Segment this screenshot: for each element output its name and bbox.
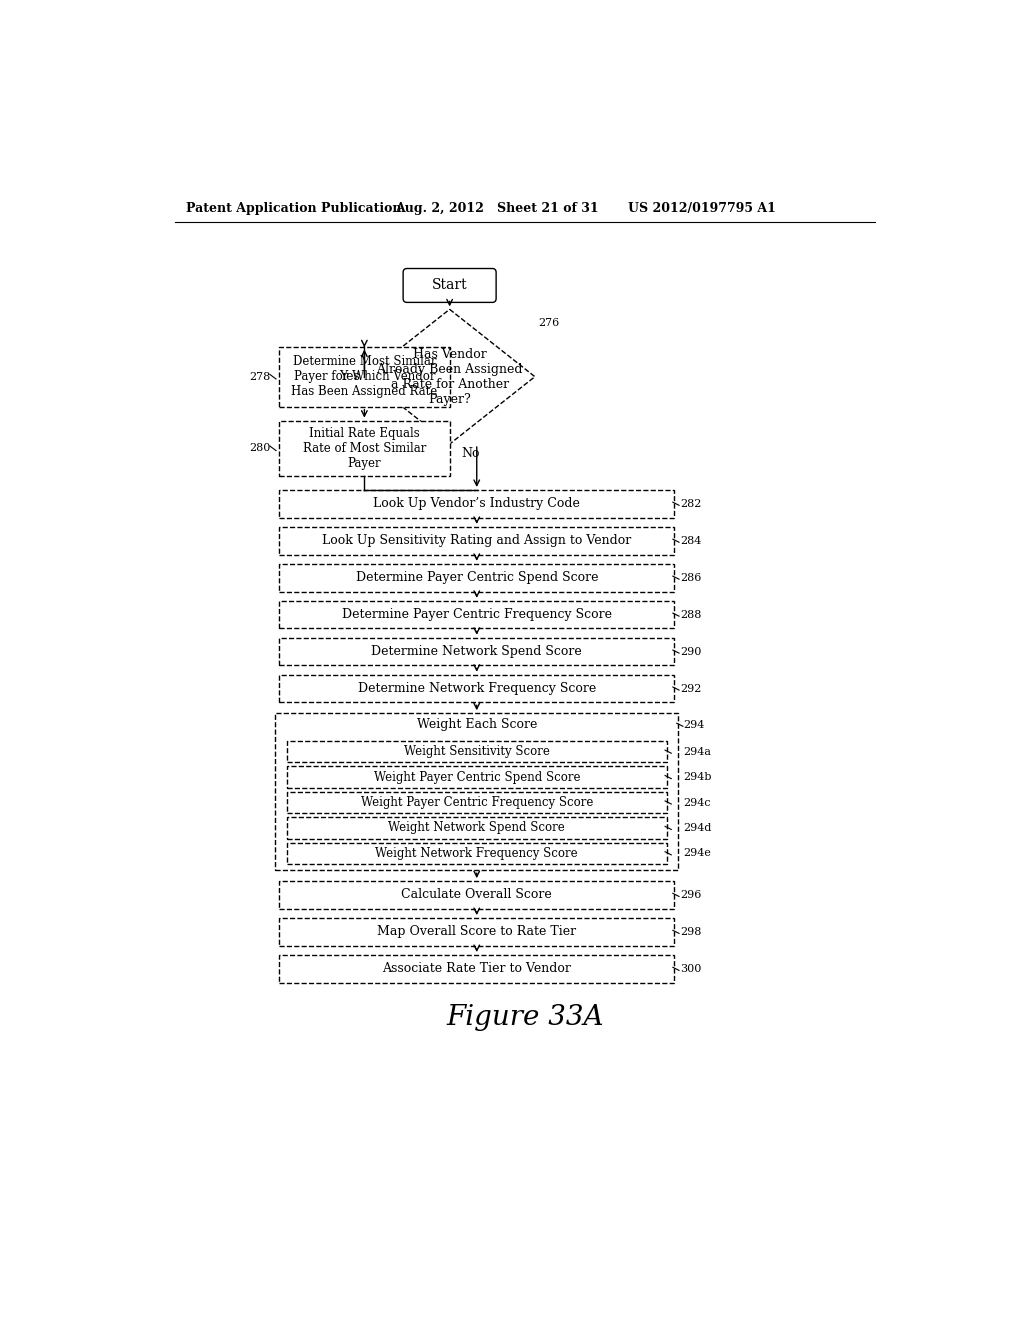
Text: Look Up Sensitivity Rating and Assign to Vendor: Look Up Sensitivity Rating and Assign to…: [323, 535, 632, 548]
Text: Weight Sensitivity Score: Weight Sensitivity Score: [403, 746, 550, 758]
Bar: [280, 490, 675, 517]
Text: Patent Application Publication: Patent Application Publication: [186, 202, 401, 215]
Bar: [280, 601, 675, 628]
Text: 290: 290: [680, 647, 701, 656]
Text: Determine Most Similar
Payer for Which Vendor
Has Been Assigned Rate: Determine Most Similar Payer for Which V…: [291, 355, 437, 399]
Text: Start: Start: [432, 279, 467, 293]
Text: 286: 286: [680, 573, 701, 582]
Bar: [280, 954, 675, 982]
Bar: [275, 713, 678, 870]
Bar: [287, 767, 667, 788]
Text: 284: 284: [680, 536, 701, 545]
Text: Determine Payer Centric Frequency Score: Determine Payer Centric Frequency Score: [342, 609, 611, 622]
FancyBboxPatch shape: [403, 268, 496, 302]
Text: Weight Each Score: Weight Each Score: [417, 718, 537, 731]
Bar: [280, 917, 675, 945]
Text: 300: 300: [680, 964, 701, 974]
Text: US 2012/0197795 A1: US 2012/0197795 A1: [628, 202, 776, 215]
Bar: [280, 564, 675, 591]
Text: Weight Payer Centric Spend Score: Weight Payer Centric Spend Score: [374, 771, 580, 784]
Text: Determine Network Spend Score: Determine Network Spend Score: [372, 645, 582, 659]
Text: Associate Rate Tier to Vendor: Associate Rate Tier to Vendor: [382, 962, 571, 975]
Text: 298: 298: [680, 927, 701, 937]
Bar: [287, 842, 667, 865]
Text: 294a: 294a: [684, 747, 712, 756]
Bar: [287, 817, 667, 838]
Text: Weight Network Spend Score: Weight Network Spend Score: [388, 821, 565, 834]
Bar: [280, 675, 675, 702]
Text: 276: 276: [538, 318, 559, 329]
Text: Figure 33A: Figure 33A: [446, 1003, 603, 1031]
Text: 294b: 294b: [684, 772, 712, 781]
Bar: [280, 421, 450, 477]
Text: 294d: 294d: [684, 822, 712, 833]
Text: Look Up Vendor’s Industry Code: Look Up Vendor’s Industry Code: [374, 498, 581, 511]
Text: Calculate Overall Score: Calculate Overall Score: [401, 888, 552, 902]
Text: 294c: 294c: [684, 797, 712, 808]
Text: 280: 280: [250, 444, 271, 453]
Text: Map Overall Score to Rate Tier: Map Overall Score to Rate Tier: [377, 925, 577, 939]
Text: 282: 282: [680, 499, 701, 508]
Text: 288: 288: [680, 610, 701, 619]
Text: Has Vendor
Already Been Assigned
a Rate for Another
Payer?: Has Vendor Already Been Assigned a Rate …: [377, 347, 523, 405]
Bar: [280, 880, 675, 908]
Text: 278: 278: [250, 372, 271, 381]
Bar: [287, 792, 667, 813]
Bar: [280, 638, 675, 665]
Text: Aug. 2, 2012   Sheet 21 of 31: Aug. 2, 2012 Sheet 21 of 31: [395, 202, 599, 215]
Text: Weight Network Frequency Score: Weight Network Frequency Score: [376, 847, 579, 859]
Bar: [287, 741, 667, 763]
Text: Weight Payer Centric Frequency Score: Weight Payer Centric Frequency Score: [360, 796, 593, 809]
Text: Determine Payer Centric Spend Score: Determine Payer Centric Spend Score: [355, 572, 598, 585]
Text: 296: 296: [680, 890, 701, 900]
Text: Determine Network Frequency Score: Determine Network Frequency Score: [357, 682, 596, 696]
Text: 292: 292: [680, 684, 701, 693]
Text: Yes: Yes: [340, 370, 360, 383]
Text: Initial Rate Equals
Rate of Most Similar
Payer: Initial Rate Equals Rate of Most Similar…: [303, 426, 426, 470]
Text: No: No: [461, 446, 480, 459]
Text: 294e: 294e: [684, 849, 712, 858]
Bar: [280, 527, 675, 554]
Bar: [280, 347, 450, 407]
Polygon shape: [365, 309, 535, 444]
Text: 294: 294: [684, 719, 706, 730]
